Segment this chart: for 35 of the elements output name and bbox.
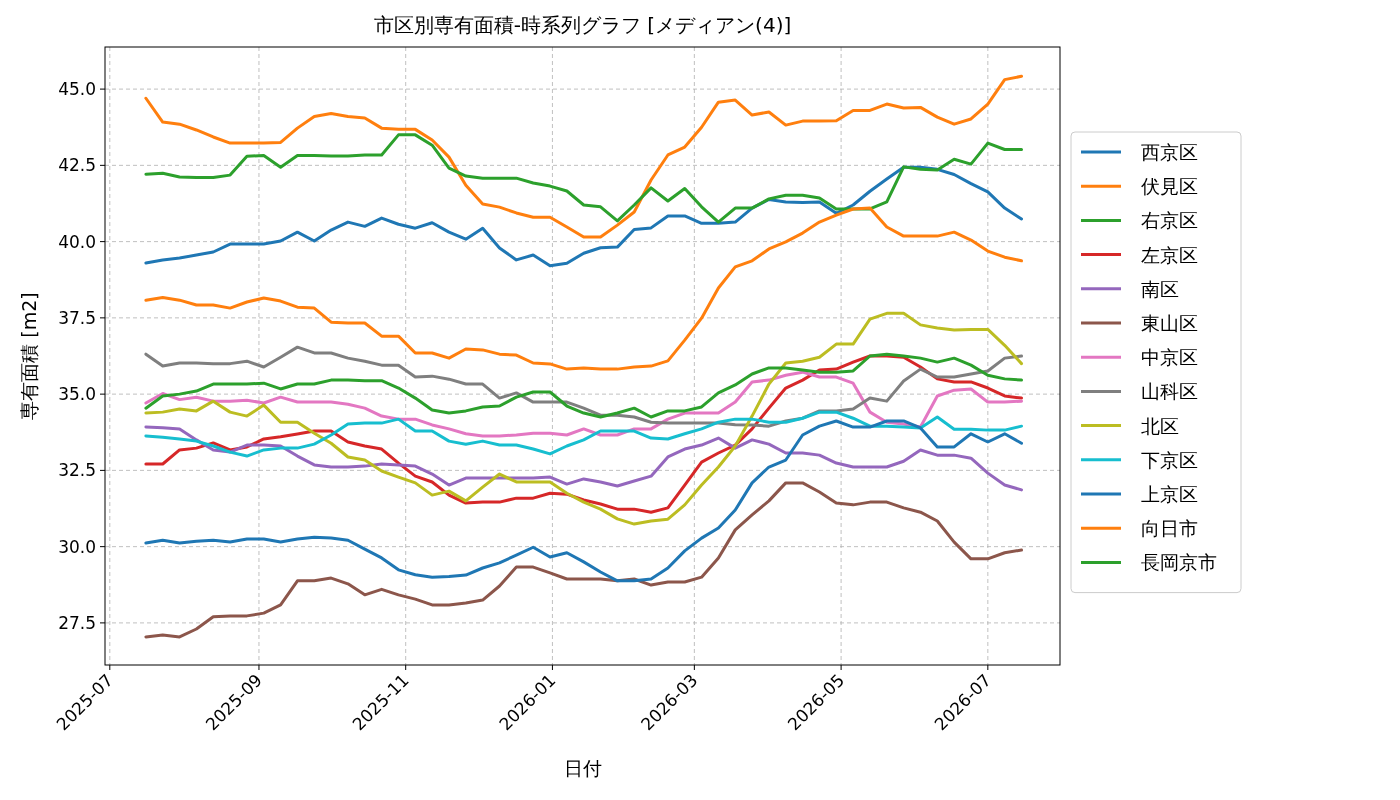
line-series: [144, 206, 1024, 371]
line-series: [144, 481, 1024, 639]
y-tick-label: 32.5: [58, 460, 96, 481]
line-series: [144, 165, 1024, 268]
line-series: [144, 74, 1024, 239]
line-series: [144, 311, 1024, 526]
legend-label: 伏見区: [1141, 175, 1198, 198]
line-series: [144, 370, 1024, 438]
legend-label: 山科区: [1141, 380, 1198, 403]
legend-label: 長岡京市: [1141, 551, 1217, 574]
y-tick-label: 30.0: [58, 536, 96, 557]
y-tick-label: 27.5: [58, 612, 96, 633]
legend-label: 北区: [1141, 414, 1179, 437]
legend-label: 上京区: [1141, 483, 1198, 505]
x-axis-title: 日付: [563, 757, 602, 779]
line-series: [144, 410, 1024, 458]
y-tick-label: 40.0: [58, 231, 96, 252]
y-tick-label: 37.5: [58, 307, 96, 328]
legend-label: 中京区: [1141, 346, 1198, 369]
y-tick-label: 42.5: [58, 155, 96, 176]
y-tick-label: 35.0: [58, 384, 96, 405]
legend-label: 右京区: [1141, 209, 1198, 232]
legend-label: 南区: [1141, 277, 1179, 300]
legend-label: 西京区: [1141, 141, 1198, 163]
y-axis-title: 専有面積 [m2]: [18, 292, 40, 420]
line-series: [144, 352, 1024, 419]
legend-label: 左京区: [1141, 243, 1198, 266]
legend-label: 下京区: [1141, 448, 1198, 471]
line-series: [144, 133, 1024, 224]
chart-title: 市区別専有面積-時系列グラフ [メディアン(4)]: [373, 13, 792, 37]
line-series: [144, 425, 1024, 492]
legend-label: 東山区: [1141, 312, 1198, 334]
line-series: [144, 419, 1024, 583]
y-tick-label: 45.0: [58, 79, 96, 100]
legend-label: 向日市: [1141, 517, 1198, 540]
